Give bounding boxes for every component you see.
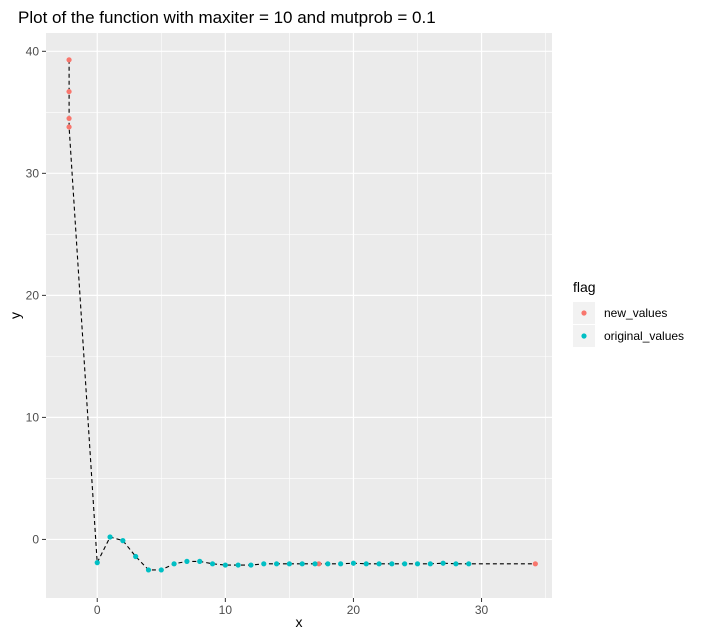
point-original_values — [171, 561, 177, 567]
point-original_values — [209, 561, 216, 567]
dashed-line — [68, 59, 536, 571]
point-original_values — [389, 561, 395, 567]
point-original_values — [312, 561, 318, 567]
y-tick-label: 40 — [26, 44, 40, 58]
legend-title: flag — [573, 279, 596, 295]
y-tick-label: 20 — [26, 288, 40, 302]
point-new_values — [66, 115, 72, 122]
point-new_values — [532, 561, 538, 567]
point-original_values — [248, 562, 254, 568]
point-original_values — [158, 567, 164, 573]
point-original_values — [402, 561, 408, 567]
y-tick-label: 30 — [26, 166, 40, 180]
series-line — [68, 59, 536, 571]
point-original_values — [184, 558, 190, 564]
point-original_values — [94, 560, 100, 566]
axes: 0 10 20 30 0 10 20 30 40 — [26, 44, 489, 617]
point-original_values — [453, 561, 459, 567]
y-tick-label: 0 — [32, 532, 39, 546]
point-original_values — [338, 561, 344, 567]
data-points — [66, 57, 538, 573]
chart-title: Plot of the function with maxiter = 10 a… — [18, 8, 436, 27]
point-original_values — [197, 558, 203, 564]
legend-marker-new_values — [581, 310, 587, 316]
x-tick-label: 0 — [94, 603, 101, 617]
point-original_values — [376, 561, 382, 567]
point-original_values — [427, 561, 433, 567]
grid-lines — [46, 33, 552, 598]
x-tick-label: 10 — [219, 603, 233, 617]
x-tick-label: 20 — [347, 603, 361, 617]
plot-panel — [46, 33, 552, 598]
y-tick-label: 10 — [26, 410, 40, 424]
point-original_values — [107, 534, 113, 540]
legend-label-original_values: original_values — [604, 329, 684, 343]
x-tick-label: 30 — [475, 603, 489, 617]
y-axis-label: y — [7, 312, 23, 319]
legend-marker-original_values — [581, 333, 587, 339]
point-original_values — [273, 561, 280, 567]
point-original_values — [145, 567, 152, 573]
point-original_values — [414, 561, 421, 567]
legend: flag new_values original_values — [573, 279, 684, 347]
point-new_values — [66, 124, 72, 130]
point-original_values — [466, 561, 472, 567]
point-new_values — [66, 57, 72, 63]
point-original_values — [325, 561, 331, 567]
legend-label-new_values: new_values — [604, 306, 667, 320]
point-original_values — [235, 562, 241, 568]
point-original_values — [261, 561, 267, 567]
point-original_values — [440, 560, 446, 566]
point-original_values — [286, 561, 292, 567]
point-original_values — [222, 562, 228, 568]
point-original_values — [299, 561, 305, 567]
point-new_values — [66, 88, 72, 95]
point-original_values — [350, 560, 357, 566]
x-axis-label: x — [296, 614, 303, 630]
point-original_values — [133, 553, 139, 560]
point-new_values — [316, 561, 322, 567]
point-original_values — [363, 561, 369, 567]
point-original_values — [120, 538, 126, 544]
